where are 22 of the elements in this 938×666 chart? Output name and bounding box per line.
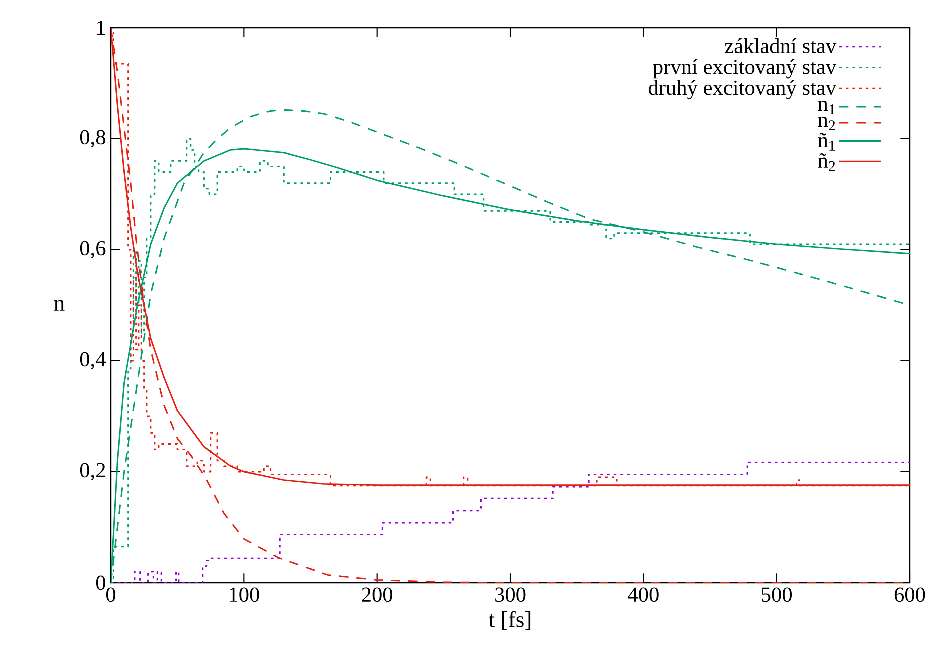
y-axis-title: n xyxy=(54,300,65,311)
y-tick-label: 0,4 xyxy=(80,352,106,370)
y-tick-label: 0,2 xyxy=(80,463,106,481)
legend-label: základní stav xyxy=(725,38,837,54)
legend-label: ñ$_{1}$ xyxy=(818,133,835,151)
x-axis-title: t [fs] xyxy=(489,611,531,630)
y-tick-label: 0,8 xyxy=(80,130,106,148)
legend-label: n$_{1}$ xyxy=(818,100,835,114)
legend-label: ñ$_{2}$ xyxy=(818,153,836,172)
x-tick-label: 0 xyxy=(106,588,116,602)
x-tick-label: 100 xyxy=(230,588,260,602)
legend-label: druhý excitovaný stav xyxy=(648,80,837,100)
x-tick-label: 400 xyxy=(628,588,659,602)
y-tick-label: 1 xyxy=(98,20,106,36)
legend-label: n$_{2}$ xyxy=(818,117,836,131)
x-tick-label: 500 xyxy=(762,588,792,602)
y-tick-label: 0,6 xyxy=(80,241,106,259)
x-tick-label: 300 xyxy=(496,588,526,602)
x-tick-label: 200 xyxy=(362,588,393,602)
legend-label: první excitovaný stav xyxy=(653,59,837,79)
x-tick-label: 600 xyxy=(894,588,926,602)
y-tick-label: 0 xyxy=(96,576,106,590)
